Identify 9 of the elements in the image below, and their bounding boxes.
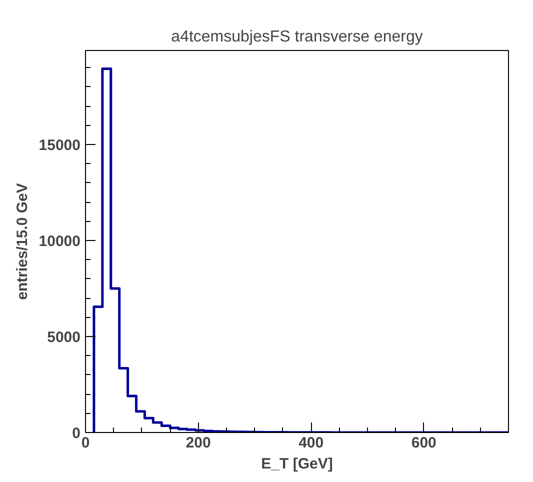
x-tick-label: 400	[298, 434, 324, 452]
x-axis-title: E_T [GeV]	[261, 456, 333, 472]
y-tick-label: 10000	[38, 233, 81, 250]
y-tick-label: 15000	[38, 137, 81, 154]
x-tick-label: 600	[411, 434, 436, 452]
y-tick-label: 5000	[47, 329, 81, 346]
y-axis-title: entries/15.0 GeV	[14, 183, 31, 300]
x-tick-label: 200	[186, 434, 211, 452]
chart-title: a4tcemsubjesFS transverse energy	[171, 28, 423, 46]
